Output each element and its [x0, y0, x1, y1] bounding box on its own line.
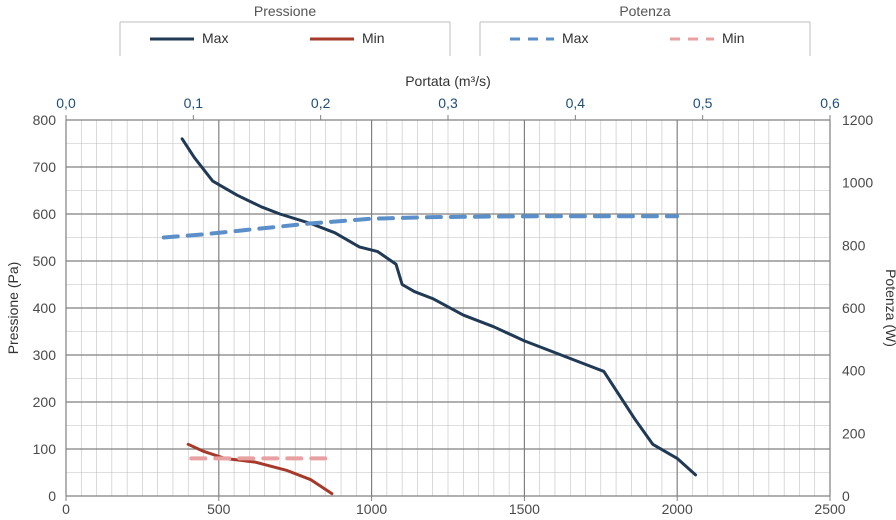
xaxis-top-tick: 0,1	[184, 95, 204, 111]
yaxis-right-tick: 600	[842, 300, 866, 316]
legend-label: Max	[562, 30, 588, 46]
xaxis-top-tick: 0,2	[311, 95, 331, 111]
yaxis-right-tick: 0	[842, 488, 850, 504]
xaxis-bottom-tick: 500	[207, 501, 231, 517]
yaxis-left-tick: 100	[33, 441, 57, 457]
xaxis-top-tick: 0,6	[820, 95, 840, 111]
series-potenza-max	[164, 216, 677, 237]
yaxis-right-tick: 800	[842, 237, 866, 253]
yaxis-left-tick: 0	[48, 488, 56, 504]
yaxis-right-label: Potenza (W)	[883, 269, 896, 347]
yaxis-left-tick: 800	[33, 112, 57, 128]
legend-label: Min	[362, 30, 385, 46]
xaxis-top-tick: 0,4	[566, 95, 586, 111]
series-pressione-max	[182, 139, 695, 475]
yaxis-right-tick: 200	[842, 425, 866, 441]
yaxis-left-tick: 500	[33, 253, 57, 269]
xaxis-top-tick: 0,0	[56, 95, 76, 111]
yaxis-left-label: Pressione (Pa)	[5, 262, 21, 355]
legend-label: Max	[202, 30, 228, 46]
yaxis-left-tick: 600	[33, 206, 57, 222]
yaxis-left-tick: 200	[33, 394, 57, 410]
yaxis-right-tick: 1000	[842, 175, 873, 191]
xaxis-bottom-tick: 1000	[356, 501, 387, 517]
yaxis-right-tick: 400	[842, 363, 866, 379]
legend-group-title: Pressione	[254, 3, 316, 19]
fan-curve-chart: 050010001500200025000,00,10,20,30,40,50,…	[0, 0, 896, 520]
legend-label: Min	[722, 30, 745, 46]
xaxis-top-tick: 0,3	[438, 95, 458, 111]
yaxis-right-tick: 1200	[842, 112, 873, 128]
xaxis-bottom-tick: 1500	[509, 501, 540, 517]
yaxis-left-tick: 300	[33, 347, 57, 363]
yaxis-left-tick: 700	[33, 159, 57, 175]
xaxis-top-tick: 0,5	[693, 95, 713, 111]
xaxis-bottom-tick: 2000	[662, 501, 693, 517]
xaxis-bottom-tick: 0	[62, 501, 70, 517]
yaxis-left-tick: 400	[33, 300, 57, 316]
legend-group-title: Potenza	[619, 3, 671, 19]
xaxis-top-label: Portata (m³/s)	[405, 73, 491, 89]
